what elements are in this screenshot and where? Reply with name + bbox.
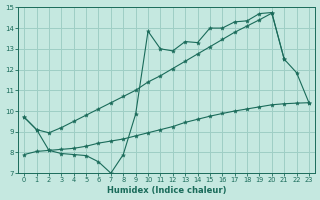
X-axis label: Humidex (Indice chaleur): Humidex (Indice chaleur) [107, 186, 226, 195]
